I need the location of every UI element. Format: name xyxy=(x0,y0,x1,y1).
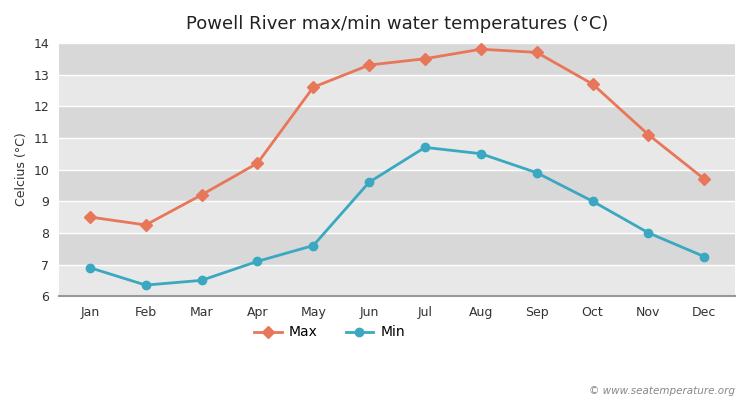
Bar xyxy=(59,201,735,233)
Y-axis label: Celcius (°C): Celcius (°C) xyxy=(15,133,28,206)
Bar xyxy=(59,264,735,296)
Bar xyxy=(59,170,735,201)
Bar xyxy=(59,43,735,74)
Bar xyxy=(59,233,735,264)
Title: Powell River max/min water temperatures (°C): Powell River max/min water temperatures … xyxy=(186,15,608,33)
Bar xyxy=(59,74,735,106)
Legend: Max, Min: Max, Min xyxy=(248,320,410,345)
Bar xyxy=(59,138,735,170)
Bar xyxy=(59,106,735,138)
Text: © www.seatemperature.org: © www.seatemperature.org xyxy=(589,386,735,396)
